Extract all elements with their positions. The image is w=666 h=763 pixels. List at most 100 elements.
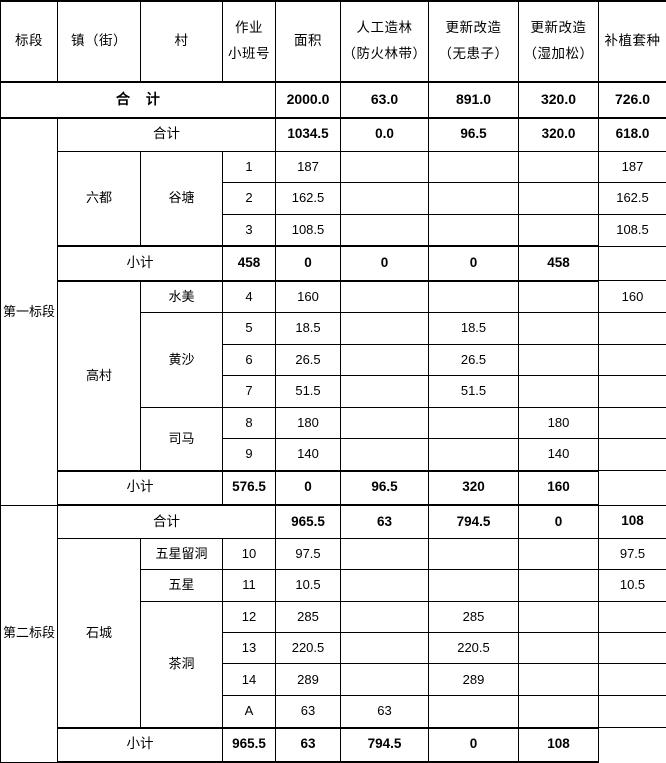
artificial-value[interactable] bbox=[340, 663, 429, 696]
replant-value[interactable] bbox=[598, 343, 666, 377]
village-name[interactable]: 司马 bbox=[140, 406, 223, 472]
replant-value[interactable] bbox=[598, 406, 666, 439]
plot-number[interactable]: 2 bbox=[222, 182, 276, 215]
plot-number[interactable]: 7 bbox=[222, 375, 276, 408]
renew-shijiasong-value[interactable] bbox=[518, 663, 599, 696]
village-name[interactable]: 五星 bbox=[140, 569, 223, 602]
renew-wuhuanzi-value[interactable] bbox=[428, 280, 519, 314]
renew-wuhuanzi-value[interactable] bbox=[428, 406, 519, 439]
area-value[interactable]: 180 bbox=[275, 406, 341, 439]
area-value[interactable]: 160 bbox=[275, 280, 341, 314]
artificial-value[interactable] bbox=[340, 437, 429, 472]
village-name[interactable]: 黄沙 bbox=[140, 312, 223, 408]
subtotal-renew-wuhuanzi[interactable]: 794.5 bbox=[340, 726, 429, 763]
renew-wuhuanzi-value[interactable] bbox=[428, 537, 519, 571]
replant-value[interactable] bbox=[598, 694, 666, 729]
replant-value[interactable]: 97.5 bbox=[598, 537, 666, 571]
area-value[interactable]: 51.5 bbox=[275, 375, 341, 408]
section-total-area[interactable]: 965.5 bbox=[275, 504, 341, 539]
column-header-renew-shijiasong[interactable]: 更新改造 （湿加松） bbox=[518, 0, 599, 84]
artificial-value[interactable] bbox=[340, 213, 429, 247]
plot-number[interactable]: 1 bbox=[222, 150, 276, 184]
renew-shijiasong-value[interactable]: 140 bbox=[518, 437, 599, 472]
area-value[interactable]: 97.5 bbox=[275, 537, 341, 571]
section-total-renew-wuhuanzi[interactable]: 96.5 bbox=[428, 117, 519, 152]
plot-number[interactable]: 8 bbox=[222, 406, 276, 439]
town-name[interactable]: 六都 bbox=[57, 150, 141, 247]
plot-number[interactable]: 10 bbox=[222, 537, 276, 571]
subtotal-artificial[interactable]: 63 bbox=[275, 726, 341, 763]
subtotal-renew-shijiasong[interactable]: 0 bbox=[428, 726, 519, 763]
renew-wuhuanzi-value[interactable]: 51.5 bbox=[428, 375, 519, 408]
plot-number[interactable]: 9 bbox=[222, 437, 276, 472]
section-total-artificial[interactable]: 63 bbox=[340, 504, 429, 539]
renew-wuhuanzi-value[interactable] bbox=[428, 182, 519, 215]
artificial-value[interactable] bbox=[340, 569, 429, 602]
artificial-value[interactable] bbox=[340, 312, 429, 345]
replant-value[interactable]: 10.5 bbox=[598, 569, 666, 602]
area-value[interactable]: 187 bbox=[275, 150, 341, 184]
subtotal-replant[interactable]: 458 bbox=[518, 245, 599, 282]
bid-section-name[interactable]: 第一标段 bbox=[0, 117, 58, 506]
section-total-renew-shijiasong[interactable]: 0 bbox=[518, 504, 599, 539]
subtotal-replant[interactable]: 108 bbox=[518, 726, 599, 763]
section-total-artificial[interactable]: 0.0 bbox=[340, 117, 429, 152]
replant-value[interactable] bbox=[598, 663, 666, 696]
town-name[interactable]: 石城 bbox=[57, 537, 141, 729]
renew-shijiasong-value[interactable] bbox=[518, 375, 599, 408]
column-header-town[interactable]: 镇（街） bbox=[57, 0, 141, 84]
section-total-area[interactable]: 1034.5 bbox=[275, 117, 341, 152]
renew-shijiasong-value[interactable] bbox=[518, 343, 599, 377]
plot-number[interactable]: 3 bbox=[222, 213, 276, 247]
column-header-replant[interactable]: 补植套种 bbox=[598, 0, 666, 84]
renew-shijiasong-value[interactable] bbox=[518, 312, 599, 345]
grand-total-renew-wuhuanzi[interactable]: 891.0 bbox=[428, 81, 519, 119]
subtotal-area[interactable]: 458 bbox=[222, 245, 276, 282]
replant-value[interactable] bbox=[598, 632, 666, 665]
section-total-replant[interactable]: 618.0 bbox=[598, 117, 666, 152]
renew-wuhuanzi-value[interactable]: 220.5 bbox=[428, 632, 519, 665]
area-value[interactable]: 63 bbox=[275, 694, 341, 729]
village-name[interactable]: 谷塘 bbox=[140, 150, 223, 247]
area-value[interactable]: 285 bbox=[275, 600, 341, 634]
artificial-value[interactable] bbox=[340, 343, 429, 377]
grand-total-artificial[interactable]: 63.0 bbox=[340, 81, 429, 119]
renew-shijiasong-value[interactable] bbox=[518, 182, 599, 215]
plot-number[interactable]: 5 bbox=[222, 312, 276, 345]
subtotal-renew-wuhuanzi[interactable]: 96.5 bbox=[340, 469, 429, 507]
town-name[interactable]: 高村 bbox=[57, 280, 141, 472]
artificial-value[interactable] bbox=[340, 375, 429, 408]
subtotal-replant[interactable]: 160 bbox=[518, 469, 599, 507]
grand-total-replant[interactable]: 726.0 bbox=[598, 81, 666, 119]
replant-value[interactable]: 160 bbox=[598, 280, 666, 314]
renew-shijiasong-value[interactable] bbox=[518, 569, 599, 602]
subtotal-artificial[interactable]: 0 bbox=[275, 245, 341, 282]
column-header-bid-section[interactable]: 标段 bbox=[0, 0, 58, 84]
grand-total-area[interactable]: 2000.0 bbox=[275, 81, 341, 119]
area-value[interactable]: 289 bbox=[275, 663, 341, 696]
replant-value[interactable] bbox=[598, 600, 666, 634]
area-value[interactable]: 18.5 bbox=[275, 312, 341, 345]
renew-wuhuanzi-value[interactable] bbox=[428, 694, 519, 729]
renew-shijiasong-value[interactable] bbox=[518, 600, 599, 634]
column-header-artificial[interactable]: 人工造林 （防火林带） bbox=[340, 0, 429, 84]
renew-shijiasong-value[interactable] bbox=[518, 632, 599, 665]
column-header-village[interactable]: 村 bbox=[140, 0, 223, 84]
plot-number[interactable]: 4 bbox=[222, 280, 276, 314]
village-name[interactable]: 水美 bbox=[140, 280, 223, 314]
renew-shijiasong-value[interactable] bbox=[518, 280, 599, 314]
grand-total-renew-shijiasong[interactable]: 320.0 bbox=[518, 81, 599, 119]
renew-shijiasong-value[interactable] bbox=[518, 213, 599, 247]
artificial-value[interactable] bbox=[340, 150, 429, 184]
subtotal-renew-shijiasong[interactable]: 320 bbox=[428, 469, 519, 507]
renew-wuhuanzi-value[interactable] bbox=[428, 569, 519, 602]
plot-number[interactable]: 6 bbox=[222, 343, 276, 377]
renew-wuhuanzi-value[interactable] bbox=[428, 437, 519, 472]
artificial-value[interactable] bbox=[340, 632, 429, 665]
area-value[interactable]: 162.5 bbox=[275, 182, 341, 215]
replant-value[interactable]: 162.5 bbox=[598, 182, 666, 215]
replant-value[interactable]: 108.5 bbox=[598, 213, 666, 247]
renew-shijiasong-value[interactable] bbox=[518, 150, 599, 184]
renew-wuhuanzi-value[interactable]: 18.5 bbox=[428, 312, 519, 345]
plot-number[interactable]: A bbox=[222, 694, 276, 729]
